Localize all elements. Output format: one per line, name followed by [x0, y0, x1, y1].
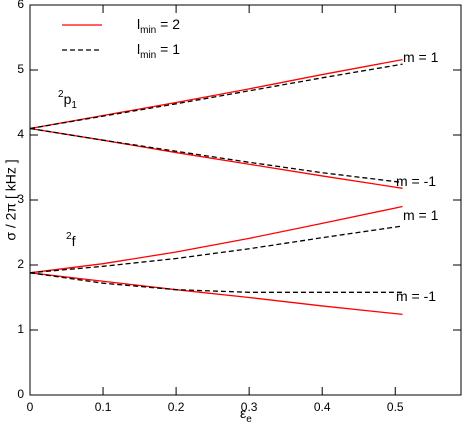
annotation-part: 1 — [71, 100, 77, 111]
x-tick-label: 0.4 — [314, 400, 331, 414]
y-axis-label: σ / 2π [ kHz ] — [3, 159, 19, 240]
annotation: m = -1 — [396, 288, 436, 304]
annotation-part: p — [64, 91, 72, 107]
legend-label-part: min — [140, 50, 156, 61]
series-line — [29, 127, 403, 189]
series-line — [29, 272, 403, 316]
x-tick-label: 0.2 — [168, 400, 185, 414]
series-line — [29, 272, 403, 293]
y-tick-label: 3 — [17, 192, 24, 206]
annotation-part: m = 1 — [403, 207, 439, 223]
x-axis-label: εe — [240, 405, 252, 425]
y-tick-label: 4 — [17, 127, 24, 141]
y-tick-label: 6 — [17, 0, 24, 11]
legend-label-part: min — [140, 25, 156, 36]
series-line — [29, 205, 403, 274]
x-tick-label: 0.1 — [95, 400, 112, 414]
annotation-part: f — [72, 233, 76, 249]
legend-label-part: = 2 — [156, 16, 180, 32]
x-tick-label: 0.5 — [387, 400, 404, 414]
x-tick-label: 0 — [27, 400, 34, 414]
series-line — [29, 58, 403, 130]
legend-label-part: l — [137, 16, 140, 32]
series-line — [29, 127, 403, 184]
annotation: m = -1 — [396, 173, 436, 189]
series-line — [29, 225, 403, 274]
annotation-part: m = -1 — [396, 173, 436, 189]
x-tick-label: 0.3 — [241, 400, 258, 414]
legend-label-part: = 1 — [156, 41, 180, 57]
legend-label-part: l — [137, 41, 140, 57]
annotation-part: 2 — [58, 89, 64, 100]
x-axis-label-part: e — [246, 414, 252, 425]
legend-label: lmin = 2 — [137, 16, 180, 36]
annotation: 2f — [66, 231, 76, 249]
annotation: m = 1 — [403, 49, 439, 65]
annotation-part: m = 1 — [403, 49, 439, 65]
series-line — [29, 63, 403, 130]
x-axis-label-part: ε — [240, 405, 246, 421]
plot-frame — [29, 4, 462, 396]
legend-label: lmin = 1 — [137, 41, 180, 61]
annotation: 2p1 — [58, 89, 77, 111]
y-tick-label: 5 — [17, 62, 24, 76]
y-tick-label: 1 — [17, 322, 24, 336]
annotation-part: m = -1 — [396, 288, 436, 304]
y-tick-label: 2 — [17, 257, 24, 271]
y-tick-label: 0 — [17, 387, 24, 401]
annotation: m = 1 — [403, 207, 439, 223]
annotation-part: 2 — [66, 231, 72, 242]
